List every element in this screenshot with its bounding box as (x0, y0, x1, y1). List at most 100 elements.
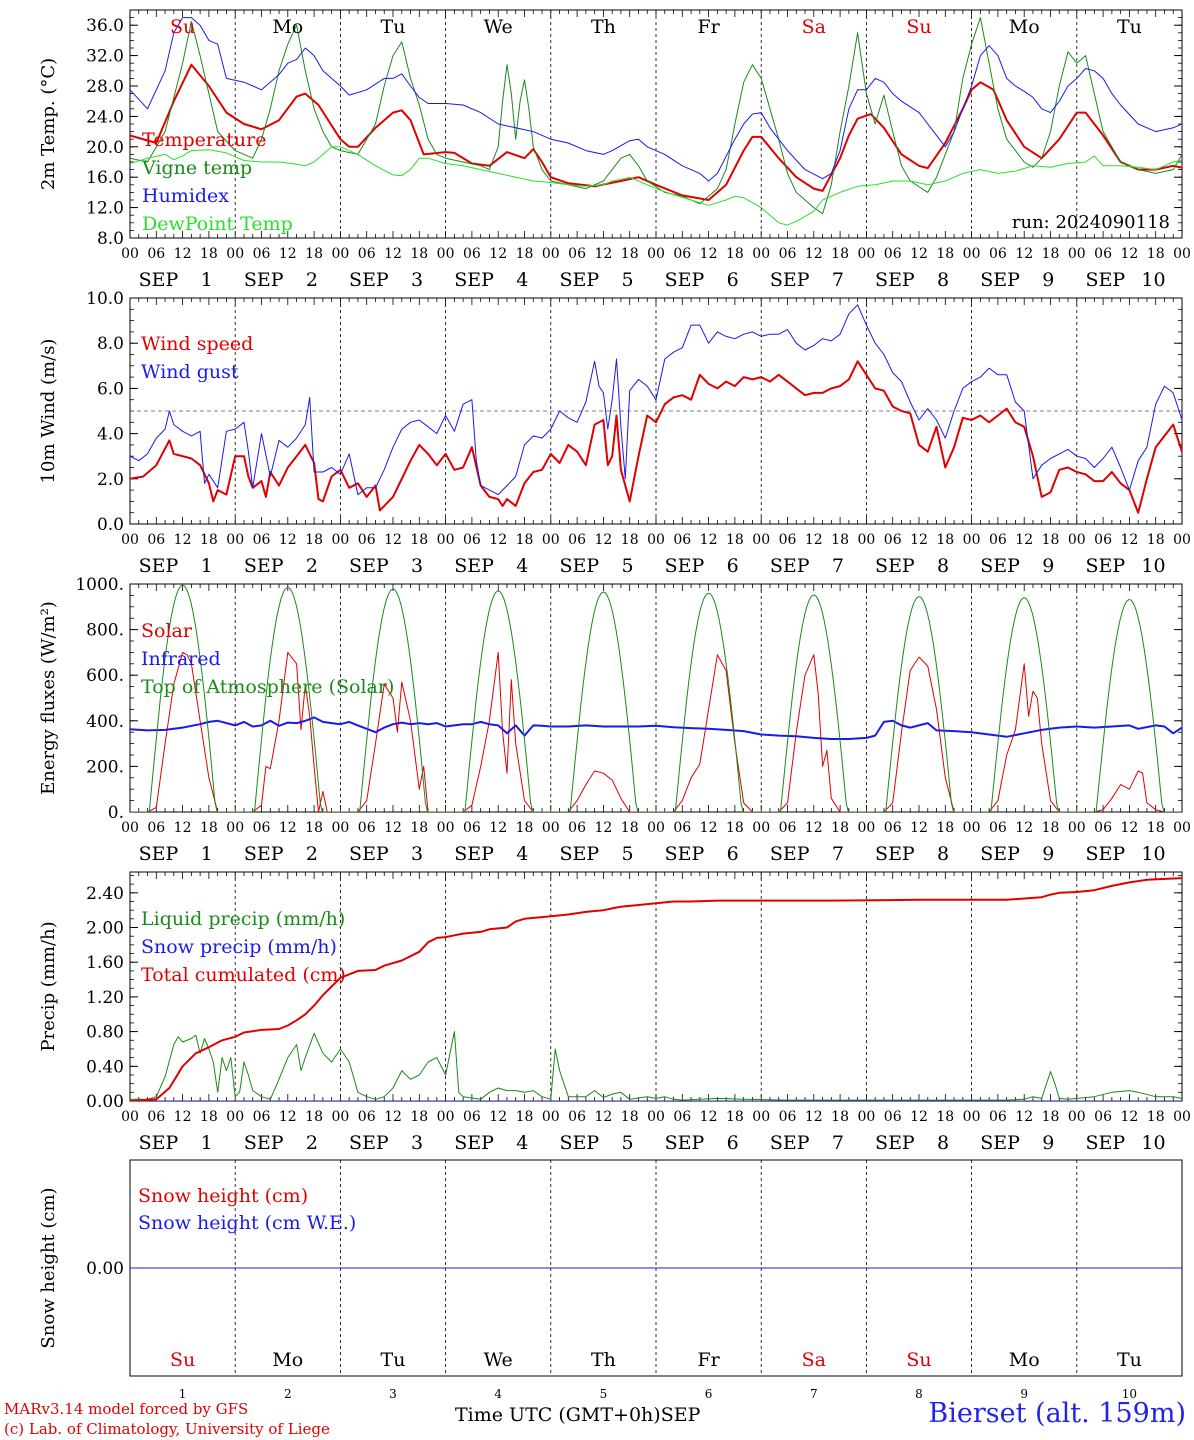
precip-y-tick-label: 0.80 (86, 1023, 124, 1043)
energy-y-tick-label: 400. (86, 712, 124, 732)
wind-y-tick-label: 8.0 (97, 334, 124, 354)
temp-month-label: SEP (770, 269, 810, 291)
energy-month-label: SEP (875, 843, 915, 865)
precip-hour-label: 12 (700, 1109, 718, 1125)
precip-hour-label: 00 (1173, 1109, 1191, 1125)
temp-date-label: 1 (201, 269, 213, 291)
wind-hour-label: 12 (805, 532, 823, 548)
snow-y-axis-title: Snow height (cm) (38, 1187, 59, 1348)
energy-hour-label: 12 (1015, 820, 1033, 836)
wind-hour-label: 00 (331, 532, 349, 548)
snow-date-label: 10 (1122, 1387, 1137, 1401)
precip-hour-label: 12 (594, 1109, 612, 1125)
wind-hour-label: 18 (305, 532, 323, 548)
temp-date-label: 7 (832, 269, 844, 291)
temp-hour-label: 00 (857, 246, 875, 262)
energy-hour-label: 18 (831, 820, 849, 836)
precip-hour-label: 06 (673, 1109, 691, 1125)
precip-series-liquid-precip-mm-h- (130, 1031, 1182, 1101)
precip-y-tick-label: 2.00 (86, 919, 124, 939)
wind-hour-label: 06 (358, 532, 376, 548)
precip-hour-label: 00 (437, 1109, 455, 1125)
energy-month-label: SEP (139, 843, 179, 865)
precip-hour-label: 00 (857, 1109, 875, 1125)
temp-hour-label: 06 (884, 246, 902, 262)
precip-month-label: SEP (559, 1132, 599, 1154)
precip-y-tick-label: 0.40 (86, 1057, 124, 1077)
precip-hour-label: 00 (963, 1109, 981, 1125)
precip-panel: 0.00 0.40 0.80 1.20 1.60 2.00 2.40 Precip (mm/h… (38, 871, 1191, 1154)
temp-hour-label: 12 (1015, 246, 1033, 262)
temp-hour-label: 18 (936, 246, 954, 262)
wind-month-label: SEP (454, 555, 494, 577)
wind-hour-label: 18 (410, 532, 428, 548)
energy-date-label: 8 (937, 843, 949, 865)
snow-date-label: 9 (1020, 1387, 1028, 1401)
temp-month-label: SEP (665, 269, 705, 291)
weekday-label: Su (906, 16, 931, 38)
wind-hour-label: 12 (700, 532, 718, 548)
precip-hour-label: 00 (752, 1109, 770, 1125)
wind-hour-label: 18 (936, 532, 954, 548)
wind-series-wind-gust (130, 304, 1182, 496)
energy-hour-label: 12 (174, 820, 192, 836)
precip-month-label: SEP (1085, 1132, 1125, 1154)
wind-month-label: SEP (665, 555, 705, 577)
energy-hour-label: 00 (963, 820, 981, 836)
snow-date-label: 1 (179, 1387, 187, 1401)
precip-hour-label: 06 (147, 1109, 165, 1125)
wind-hour-label: 18 (516, 532, 534, 548)
snow-date-label: 2 (284, 1387, 292, 1401)
temp-hour-label: 06 (779, 246, 797, 262)
temp-hour-label: 18 (726, 246, 744, 262)
wind-hour-label: 06 (673, 532, 691, 548)
temp-month-label: SEP (139, 269, 179, 291)
temp-hour-label: 00 (963, 246, 981, 262)
wind-hour-label: 06 (147, 532, 165, 548)
energy-hour-label: 06 (779, 820, 797, 836)
snow-weekday-label: Su (170, 1349, 195, 1371)
precip-date-label: 5 (621, 1132, 633, 1154)
precip-hour-label: 18 (1147, 1109, 1165, 1125)
energy-hour-label: 00 (1068, 820, 1086, 836)
energy-hour-label: 00 (542, 820, 560, 836)
energy-hour-label: 12 (1120, 820, 1138, 836)
wind-hour-label: 00 (1173, 532, 1191, 548)
temp-hour-label: 18 (305, 246, 323, 262)
precip-hour-label: 00 (331, 1109, 349, 1125)
energy-date-label: 6 (727, 843, 739, 865)
precip-y-axis-title: Precip (mm/h) (38, 921, 59, 1051)
energy-hour-label: 06 (147, 820, 165, 836)
energy-date-label: 10 (1141, 843, 1165, 865)
wind-y-tick-label: 6.0 (97, 379, 124, 399)
wind-hour-label: 06 (779, 532, 797, 548)
precip-date-label: 4 (516, 1132, 528, 1154)
temp-date-label: 4 (516, 269, 528, 291)
wind-date-label: 7 (832, 555, 844, 577)
temp-y-tick-label: 32.0 (86, 47, 124, 67)
snow-panel: 0.00 Snow height (cm) Snow height (cm) Snow… (38, 1159, 1183, 1401)
precip-hour-label: 06 (358, 1109, 376, 1125)
wind-series-wind-speed (130, 360, 1182, 514)
temp-hour-label: 12 (700, 246, 718, 262)
energy-hour-label: 06 (253, 820, 271, 836)
precip-date-label: 7 (832, 1132, 844, 1154)
temp-hour-label: 06 (1094, 246, 1112, 262)
wind-date-label: 3 (411, 555, 423, 577)
snow-weekday-label: Tu (1117, 1349, 1142, 1371)
weekday-label: Mo (1009, 16, 1040, 38)
wind-hour-label: 00 (1068, 532, 1086, 548)
wind-y-tick-label: 2.0 (97, 470, 124, 490)
energy-hour-label: 06 (463, 820, 481, 836)
temp-date-label: 10 (1141, 269, 1165, 291)
precip-date-label: 3 (411, 1132, 423, 1154)
snow-date-label: 5 (600, 1387, 608, 1401)
energy-hour-label: 18 (936, 820, 954, 836)
wind-date-label: 1 (201, 555, 213, 577)
temp-hour-label: 18 (831, 246, 849, 262)
energy-date-label: 2 (306, 843, 318, 865)
precip-hour-label: 12 (384, 1109, 402, 1125)
wind-hour-label: 06 (1094, 532, 1112, 548)
precip-date-label: 1 (201, 1132, 213, 1154)
